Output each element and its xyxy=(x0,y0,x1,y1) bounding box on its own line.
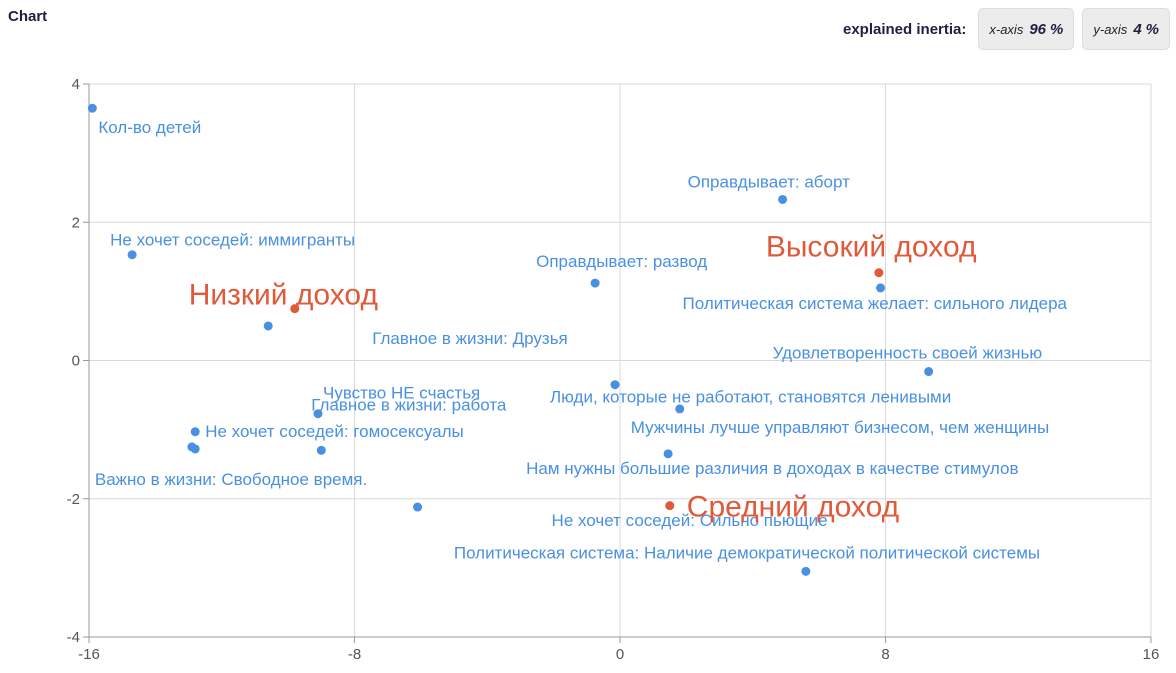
variable-point-label: Политическая система: Наличие демократич… xyxy=(454,543,1040,562)
variable-point[interactable] xyxy=(263,321,273,331)
variable-point[interactable] xyxy=(413,502,423,512)
variable-point-label: Удовлетворенность своей жизнью xyxy=(773,344,1043,363)
y-tick-label: -4 xyxy=(67,629,80,646)
variable-point-label: Главное в жизни: работа xyxy=(311,396,507,415)
variable-point[interactable] xyxy=(316,445,326,455)
x-tick-label: -16 xyxy=(78,646,100,663)
chart-title: Chart xyxy=(8,8,48,25)
income-point[interactable] xyxy=(874,268,884,278)
explained-inertia-panel: explained inertia: x-axis 96 % y-axis 4 … xyxy=(843,8,1170,50)
variable-point-label: Не хочет соседей: иммигранты xyxy=(110,231,355,250)
variable-point[interactable] xyxy=(876,283,886,293)
x-tick-label: 16 xyxy=(1143,646,1160,663)
grid-layer xyxy=(89,83,1152,637)
variable-point[interactable] xyxy=(924,367,934,377)
y-tick-label: -2 xyxy=(67,491,80,508)
x-tick-label: -8 xyxy=(348,646,361,663)
y-axis-inertia-value: 4 xyxy=(1133,20,1142,38)
y-axis-inertia-unit: % xyxy=(1145,20,1159,38)
variable-point-label: Не хочет соседей: Сильно пьющие xyxy=(552,511,828,530)
variable-point[interactable] xyxy=(127,250,137,260)
points-layer: Кол-во детей Не хочет соседей: иммигранты… xyxy=(87,103,1068,576)
variable-point-label: Оправдывает: аборт xyxy=(688,172,850,191)
y-tick-label: 4 xyxy=(72,76,80,93)
income-point-label: Высокий доход xyxy=(766,231,977,264)
variable-point[interactable] xyxy=(190,427,200,437)
y-tick-label: 0 xyxy=(72,353,80,370)
y-axis-inertia-badge[interactable]: y-axis 4 % xyxy=(1082,8,1170,50)
variable-point-label: Люди, которые не работают, становятся ле… xyxy=(550,388,951,407)
variable-point[interactable] xyxy=(801,566,811,576)
y-axis-inertia-name: y-axis xyxy=(1093,21,1128,37)
variable-point[interactable] xyxy=(313,409,323,419)
variable-point-label: Оправдывает: развод xyxy=(536,252,707,271)
x-axis-inertia-badge[interactable]: x-axis 96 % xyxy=(978,8,1075,50)
x-axis-inertia-unit: % xyxy=(1050,20,1064,38)
variable-point[interactable] xyxy=(187,442,197,452)
variable-point-label: Нам нужны большие различия в доходах в к… xyxy=(526,459,1018,478)
variable-point-label: Главное в жизни: Друзья xyxy=(372,329,568,348)
variable-point-label: Политическая система желает: сильного ли… xyxy=(683,294,1068,313)
variable-point[interactable] xyxy=(610,380,620,390)
variable-point[interactable] xyxy=(590,278,600,288)
variable-point-label: Важно в жизни: Свободное время. xyxy=(95,470,367,489)
variable-point-label: Мужчины лучше управляют бизнесом, чем же… xyxy=(631,418,1049,437)
x-axis-inertia-name: x-axis xyxy=(989,21,1024,37)
variable-point-label: Кол-во детей xyxy=(98,118,201,137)
explained-inertia-label: explained inertia: xyxy=(843,20,967,38)
variable-point[interactable] xyxy=(675,404,685,414)
y-tick-label: 2 xyxy=(72,214,80,231)
x-tick-label: 8 xyxy=(881,646,889,663)
income-point[interactable] xyxy=(290,304,300,314)
variable-point[interactable] xyxy=(87,103,97,113)
variable-point-label: Чувство НЕ счастья xyxy=(323,384,480,403)
variable-point-label: Не хочет соседей: гомосексуалы xyxy=(205,422,464,441)
income-point-label: Низкий доход xyxy=(189,279,378,312)
income-point[interactable] xyxy=(665,501,675,511)
variable-point[interactable] xyxy=(778,194,788,204)
axis-layer: -16 -8 0 8 16 -4 -2 0 2 4 xyxy=(67,76,1160,663)
income-point-label: Средний доход xyxy=(687,491,899,524)
x-tick-label: 0 xyxy=(616,646,624,663)
variable-point[interactable] xyxy=(663,449,673,459)
x-axis-inertia-value: 96 xyxy=(1029,20,1047,38)
